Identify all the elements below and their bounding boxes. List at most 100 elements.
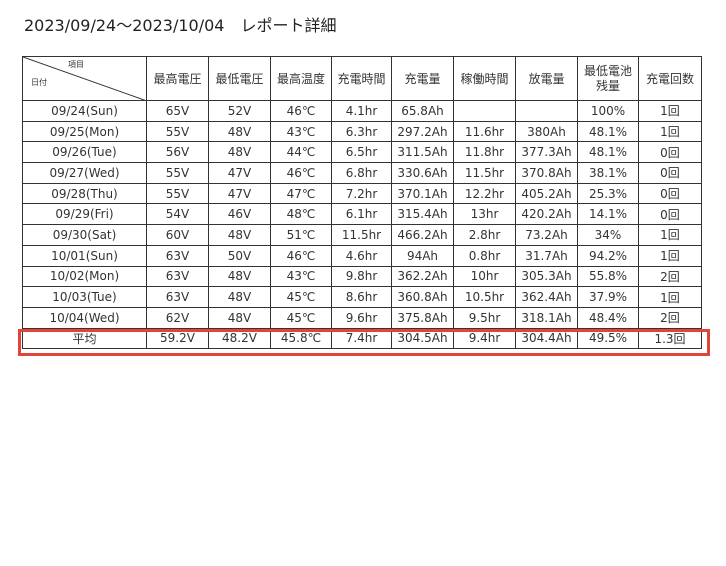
date-cell: 10/03(Tue) <box>22 286 147 308</box>
value-cell: 370.8Ah <box>515 162 578 184</box>
value-cell: 14.1% <box>577 203 639 226</box>
value-cell: 315.4Ah <box>391 203 454 226</box>
value-cell: 48V <box>208 224 271 246</box>
value-cell: 34% <box>577 224 639 246</box>
value-cell: 375.8Ah <box>391 306 454 329</box>
value-cell: 45.8℃ <box>270 327 332 350</box>
value-cell: 4.6hr <box>331 244 392 267</box>
value-cell: 11.5hr <box>331 224 392 246</box>
value-cell: 380Ah <box>515 120 578 143</box>
value-cell: 94Ah <box>391 244 454 267</box>
value-cell: 330.6Ah <box>391 162 454 184</box>
value-cell: 0回 <box>638 182 702 205</box>
value-cell: 304.5Ah <box>391 327 454 350</box>
value-cell: 55V <box>146 182 209 205</box>
value-cell: 56V <box>146 141 209 164</box>
value-cell: 37.9% <box>577 286 639 308</box>
value-cell: 44℃ <box>270 141 332 164</box>
value-cell: 1回 <box>638 100 702 122</box>
date-cell: 10/04(Wed) <box>22 306 147 329</box>
value-cell: 10hr <box>453 265 516 288</box>
value-cell: 46V <box>208 203 271 226</box>
table-row: 09/26(Tue) 56V 48V 44℃ 6.5hr 311.5Ah 11.8hr 377… <box>22 141 702 164</box>
date-cell: 09/30(Sat) <box>22 224 147 246</box>
corner-header: 項目 日付 <box>22 56 147 101</box>
value-cell: 73.2Ah <box>515 224 578 246</box>
value-cell: 11.5hr <box>453 162 516 184</box>
value-cell: 48℃ <box>270 203 332 226</box>
date-cell: 10/02(Mon) <box>22 265 147 288</box>
date-cell: 平均 <box>22 327 147 350</box>
value-cell: 54V <box>146 203 209 226</box>
table-row: 09/30(Sat) 60V 48V 51℃ 11.5hr 466.2Ah 2.8hr 73.… <box>22 224 702 246</box>
value-cell: 48V <box>208 265 271 288</box>
value-cell <box>453 100 516 122</box>
date-cell: 09/28(Thu) <box>22 182 147 205</box>
value-cell: 48.2V <box>208 327 271 350</box>
value-cell: 55.8% <box>577 265 639 288</box>
value-cell: 11.6hr <box>453 120 516 143</box>
value-cell: 360.8Ah <box>391 286 454 308</box>
value-cell: 48.4% <box>577 306 639 329</box>
value-cell: 362.2Ah <box>391 265 454 288</box>
column-header: 充電時間 <box>331 56 392 101</box>
value-cell: 305.3Ah <box>515 265 578 288</box>
table-row: 09/24(Sun) 65V 52V 46℃ 4.1hr 65.8Ah 100% 1回 <box>22 100 702 122</box>
value-cell: 405.2Ah <box>515 182 578 205</box>
value-cell: 48V <box>208 141 271 164</box>
table-row: 09/25(Mon) 55V 48V 43℃ 6.3hr 297.2Ah 11.6hr 380… <box>22 120 702 143</box>
value-cell: 1.3回 <box>638 327 702 350</box>
table-row: 10/03(Tue) 63V 48V 45℃ 8.6hr 360.8Ah 10.5hr 362… <box>22 286 702 308</box>
value-cell: 2回 <box>638 306 702 329</box>
value-cell: 38.1% <box>577 162 639 184</box>
table-row: 09/29(Fri) 54V 46V 48℃ 6.1hr 315.4Ah 13hr 420.2… <box>22 203 702 226</box>
average-row-highlight <box>18 329 710 356</box>
value-cell: 1回 <box>638 244 702 267</box>
value-cell: 65.8Ah <box>391 100 454 122</box>
value-cell: 48.1% <box>577 120 639 143</box>
table-row: 10/01(Sun) 63V 50V 46℃ 4.6hr 94Ah 0.8hr 31.7Ah 9… <box>22 244 702 267</box>
value-cell: 52V <box>208 100 271 122</box>
table-row: 10/04(Wed) 62V 48V 45℃ 9.6hr 375.8Ah 9.5hr 318.… <box>22 306 702 329</box>
value-cell: 43℃ <box>270 265 332 288</box>
value-cell: 63V <box>146 244 209 267</box>
value-cell: 1回 <box>638 224 702 246</box>
column-header: 放電量 <box>515 56 578 101</box>
value-cell: 25.3% <box>577 182 639 205</box>
value-cell: 46℃ <box>270 100 332 122</box>
value-cell: 59.2V <box>146 327 209 350</box>
value-cell: 46℃ <box>270 162 332 184</box>
value-cell: 11.8hr <box>453 141 516 164</box>
page-title: 2023/09/24～2023/10/04 レポート詳細 <box>24 16 337 35</box>
value-cell: 47V <box>208 162 271 184</box>
table-row: 09/28(Thu) 55V 47V 47℃ 7.2hr 370.1Ah 12.2hr 405… <box>22 182 702 205</box>
value-cell: 7.2hr <box>331 182 392 205</box>
value-cell: 63V <box>146 265 209 288</box>
value-cell: 100% <box>577 100 639 122</box>
value-cell: 12.2hr <box>453 182 516 205</box>
value-cell: 9.4hr <box>453 327 516 350</box>
value-cell: 46℃ <box>270 244 332 267</box>
value-cell: 45℃ <box>270 306 332 329</box>
value-cell: 55V <box>146 120 209 143</box>
value-cell: 0回 <box>638 162 702 184</box>
average-row: 平均 59.2V 48.2V 45.8℃ 7.4hr 304.5Ah 9.4hr 304.4A… <box>22 327 702 350</box>
value-cell: 10.5hr <box>453 286 516 308</box>
value-cell: 420.2Ah <box>515 203 578 226</box>
value-cell: 6.5hr <box>331 141 392 164</box>
value-cell: 48V <box>208 306 271 329</box>
value-cell: 31.7Ah <box>515 244 578 267</box>
column-header: 最高温度 <box>270 56 332 101</box>
report-table: 項目 日付 最高電圧 最低電圧 最高温度 充電時間 充電量 稼働時間 放電量 最低電池残量 充電… <box>22 56 702 350</box>
value-cell: 94.2% <box>577 244 639 267</box>
value-cell: 1回 <box>638 120 702 143</box>
value-cell: 47V <box>208 182 271 205</box>
value-cell: 4.1hr <box>331 100 392 122</box>
value-cell: 8.6hr <box>331 286 392 308</box>
value-cell: 55V <box>146 162 209 184</box>
corner-date-label: 日付 <box>31 78 47 87</box>
value-cell: 6.1hr <box>331 203 392 226</box>
value-cell: 2回 <box>638 265 702 288</box>
column-header: 最低電圧 <box>208 56 271 101</box>
value-cell: 311.5Ah <box>391 141 454 164</box>
